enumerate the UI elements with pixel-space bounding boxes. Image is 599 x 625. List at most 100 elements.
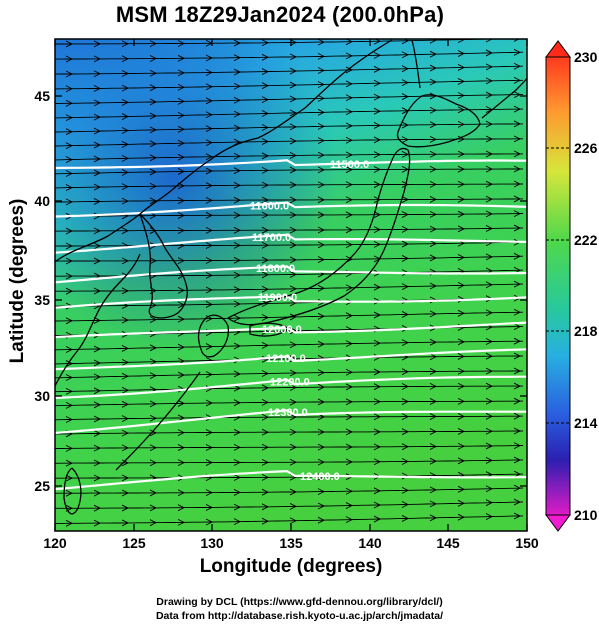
- wind-arrow: [205, 153, 214, 161]
- wind-arrow: [345, 181, 354, 189]
- wind-arrow: [457, 428, 466, 435]
- wind-arrow: [429, 165, 438, 173]
- wind-arrow: [457, 397, 466, 405]
- wind-arrow: [233, 196, 242, 204]
- wind-arrow: [401, 181, 410, 188]
- wind-arrow: [177, 97, 186, 105]
- wind-arrow: [261, 370, 270, 377]
- kuril-islands: [481, 77, 527, 119]
- wind-arrow: [317, 340, 326, 348]
- wind-arrow: [177, 429, 186, 437]
- wind-arrow: [317, 108, 326, 116]
- wind-arrow: [485, 150, 494, 158]
- wind-arrow: [289, 384, 298, 391]
- wind-arrow: [205, 182, 214, 189]
- wind-arrow: [401, 151, 410, 158]
- wind-arrow: [93, 345, 102, 353]
- wind-arrow: [373, 93, 382, 101]
- wind-arrow: [289, 196, 298, 204]
- wind-arrow: [317, 241, 326, 249]
- hokkaido-coastline: [396, 94, 481, 148]
- wind-streamline: [55, 168, 523, 175]
- wind-arrow: [261, 271, 270, 279]
- wind-arrow: [121, 154, 130, 162]
- wind-arrow: [289, 299, 298, 307]
- wind-arrow: [289, 285, 298, 293]
- wind-arrow: [457, 367, 466, 375]
- contour-label: 11800.0: [256, 263, 295, 275]
- wind-arrow: [149, 212, 158, 220]
- wind-arrow: [373, 122, 382, 129]
- colorbar: 230 226 222 218 214 210: [545, 40, 598, 532]
- wind-arrow: [457, 382, 466, 390]
- wind-arrow: [93, 359, 102, 367]
- wind-arrow: [457, 353, 466, 360]
- wind-arrow: [317, 369, 326, 377]
- wind-arrow: [205, 371, 214, 378]
- wind-arrow: [261, 82, 270, 90]
- wind-streamline: [55, 473, 524, 479]
- wind-arrow: [177, 139, 186, 147]
- height-contour: [55, 265, 527, 284]
- wind-arrow: [177, 444, 186, 451]
- wind-arrow: [93, 155, 102, 163]
- colorbar-label-218: 218: [574, 323, 598, 339]
- wind-arrow: [289, 369, 298, 377]
- wind-arrow: [289, 181, 298, 189]
- wind-arrow: [93, 373, 102, 381]
- wind-arrow: [93, 99, 102, 107]
- wind-streamline: [55, 385, 523, 393]
- wind-arrow: [401, 121, 410, 129]
- wind-arrow: [65, 388, 74, 395]
- wind-arrow: [149, 504, 158, 512]
- wind-arrow: [121, 141, 130, 148]
- wind-arrow: [65, 55, 74, 63]
- wind-arrow: [261, 473, 270, 481]
- wind-arrow: [513, 427, 522, 435]
- wind-arrow: [261, 196, 270, 204]
- wind-arrow: [205, 429, 214, 436]
- wind-arrow: [513, 382, 522, 390]
- wind-arrow: [65, 242, 74, 250]
- wind-arrow: [485, 77, 494, 85]
- wind-arrow: [149, 358, 158, 366]
- wind-arrow: [233, 96, 242, 104]
- wind-arrow: [317, 39, 326, 46]
- wind-arrow: [121, 415, 130, 423]
- wind-arrow: [429, 135, 438, 143]
- wind-arrow: [485, 499, 494, 507]
- wind-arrow: [289, 458, 298, 466]
- wind-arrow: [345, 108, 354, 116]
- wind-arrow: [261, 138, 270, 145]
- wind-arrow: [65, 416, 74, 423]
- wind-arrow: [345, 502, 354, 509]
- china-coastline: [55, 253, 141, 387]
- wind-streamline: [55, 108, 524, 119]
- x-tick-125: 125: [122, 535, 146, 551]
- wind-arrow: [457, 210, 466, 218]
- wind-arrow: [429, 398, 438, 405]
- wind-arrow: [205, 54, 214, 62]
- wind-arrow: [429, 150, 438, 158]
- wind-arrow: [261, 443, 270, 451]
- wind-arrow: [317, 211, 326, 219]
- wind-arrow: [65, 142, 74, 150]
- wind-arrow: [345, 211, 354, 219]
- colorbar-label-226: 226: [574, 140, 598, 156]
- wind-arrow: [261, 256, 270, 264]
- x-tick-130: 130: [200, 535, 224, 551]
- wind-arrow: [289, 488, 298, 496]
- wind-streamline: [55, 39, 513, 45]
- wind-arrow: [149, 316, 158, 324]
- wind-arrow: [373, 51, 382, 59]
- wind-arrow: [121, 227, 130, 235]
- x-tick-135: 135: [279, 535, 303, 551]
- wind-arrow: [373, 383, 382, 391]
- wind-arrow: [177, 69, 186, 77]
- wind-arrow: [261, 428, 270, 436]
- wind-arrow: [373, 226, 382, 234]
- wind-arrow: [65, 489, 74, 497]
- wind-arrow: [93, 401, 102, 409]
- wind-arrow: [457, 442, 466, 450]
- wind-arrow: [177, 504, 186, 512]
